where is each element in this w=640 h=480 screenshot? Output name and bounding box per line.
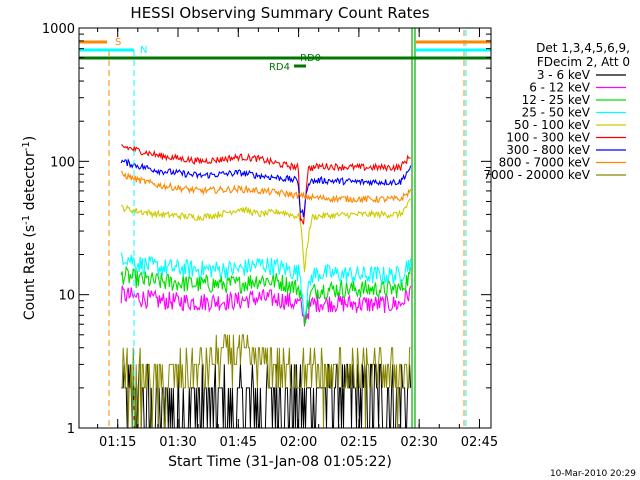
x-tick-label-3: 01:45: [220, 435, 257, 450]
series-line-8: [120, 170, 412, 204]
legend-label-1: 3 - 6 keV: [537, 68, 591, 82]
legend-label-4: 25 - 50 keV: [522, 106, 591, 120]
legend-label-6: 100 - 300 keV: [506, 131, 590, 145]
y-tick-label-1: 1: [67, 422, 75, 437]
y-tick-label-2: 10: [58, 289, 75, 304]
legend-header-line-1: Det 1,3,4,5,6,9,: [536, 41, 630, 55]
series-line-6: [121, 144, 411, 225]
footer-date: 10-Mar-2010 20:29: [550, 469, 636, 479]
series-line-4: [120, 252, 412, 316]
x-tick-label-5: 02:15: [340, 435, 377, 450]
legend-label-3: 12 - 25 keV: [522, 93, 591, 107]
legend-header-line-2: FDecim 2, Att 0: [537, 55, 630, 69]
legend-label-5: 50 - 100 keV: [514, 118, 591, 132]
x-tick-label-2: 01:30: [159, 435, 196, 450]
saa-label: S: [115, 37, 121, 48]
series-line-2: [120, 285, 412, 327]
rd4-label: RD4: [269, 62, 290, 73]
series-line-1: [121, 363, 412, 429]
x-tick-label-1: 01:15: [99, 435, 136, 450]
series-line-9: [121, 334, 411, 429]
x-tick-label-4: 02:00: [280, 435, 317, 450]
legend-label-7: 300 - 800 keV: [506, 143, 590, 157]
legend-label-9: 7000 - 20000 keV: [483, 168, 590, 182]
series-line-5: [120, 198, 411, 272]
legend-label-2: 6 - 12 keV: [529, 81, 591, 95]
series-line-7: [120, 158, 412, 218]
legend-label-8: 800 - 7000 keV: [499, 156, 591, 170]
y-tick-label-3: 100: [50, 155, 75, 170]
series-line-3: [120, 265, 412, 326]
y-axis-label: Count Rate (s-1 detector-1): [21, 136, 39, 320]
rd0-label: RD0: [300, 53, 321, 64]
night-label: N: [140, 45, 147, 56]
x-axis-label: Start Time (31-Jan-08 01:05:22): [168, 454, 392, 470]
x-tick-label-6: 02:30: [400, 435, 437, 450]
chart-title: HESSI Observing Summary Count Rates: [130, 4, 429, 22]
legend: Det 1,3,4,5,6,9, FDecim 2, Att 0 3 - 6 k…: [483, 41, 630, 182]
plot-frame: [78, 27, 492, 429]
y-tick-label-4: 1000: [42, 22, 75, 37]
x-tick-label-7: 02:45: [461, 435, 498, 450]
